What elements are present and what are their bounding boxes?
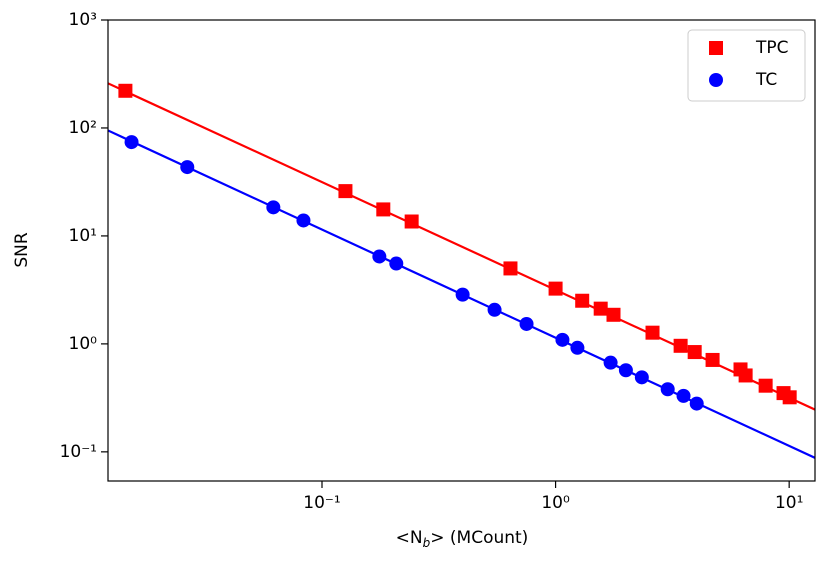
marker bbox=[548, 281, 563, 296]
x-tick-label: 10⁻¹ bbox=[303, 493, 340, 513]
marker bbox=[503, 261, 518, 276]
marker bbox=[782, 390, 797, 405]
marker bbox=[118, 83, 133, 98]
marker bbox=[689, 396, 704, 411]
marker bbox=[687, 345, 702, 360]
marker bbox=[673, 338, 688, 353]
marker bbox=[376, 202, 391, 217]
plot-area bbox=[108, 82, 815, 459]
legend-marker bbox=[709, 41, 723, 55]
y-tick-label: 10⁻¹ bbox=[60, 442, 97, 462]
marker bbox=[266, 200, 281, 215]
y-tick-label: 10³ bbox=[69, 10, 97, 30]
marker bbox=[487, 302, 502, 317]
marker bbox=[738, 368, 753, 383]
marker bbox=[519, 316, 534, 331]
marker bbox=[296, 213, 311, 228]
marker bbox=[593, 301, 608, 316]
marker bbox=[618, 363, 633, 378]
x-label-sub: b bbox=[423, 536, 431, 550]
legend-marker bbox=[709, 73, 723, 87]
marker bbox=[660, 382, 675, 397]
marker bbox=[389, 256, 404, 271]
marker bbox=[124, 135, 139, 150]
x-tick-label: 10¹ bbox=[775, 493, 803, 513]
marker bbox=[705, 352, 720, 367]
marker bbox=[606, 307, 621, 322]
x-label-part: > (MCount) bbox=[430, 528, 528, 548]
marker bbox=[575, 293, 590, 308]
marker bbox=[676, 388, 691, 403]
legend-label: TC bbox=[755, 70, 777, 90]
plot-frame bbox=[107, 19, 816, 482]
marker bbox=[634, 370, 649, 385]
marker bbox=[180, 160, 195, 175]
marker bbox=[338, 184, 353, 199]
marker bbox=[645, 325, 660, 340]
y-axis-label: SNR bbox=[12, 232, 32, 268]
y-tick-label: 10⁰ bbox=[69, 334, 98, 354]
marker bbox=[372, 249, 387, 264]
x-axis-label: <Nb> (MCount) bbox=[396, 528, 529, 550]
legend-label: TPC bbox=[755, 38, 789, 58]
marker bbox=[555, 332, 570, 347]
x-label-part: <N bbox=[396, 528, 423, 548]
marker bbox=[404, 214, 419, 229]
y-tick-label: 10¹ bbox=[69, 226, 97, 246]
y-tick-label: 10² bbox=[69, 118, 97, 138]
marker bbox=[758, 378, 773, 393]
marker bbox=[455, 287, 470, 302]
marker bbox=[570, 340, 585, 355]
x-tick-label: 10⁰ bbox=[541, 493, 570, 513]
marker bbox=[603, 355, 618, 370]
